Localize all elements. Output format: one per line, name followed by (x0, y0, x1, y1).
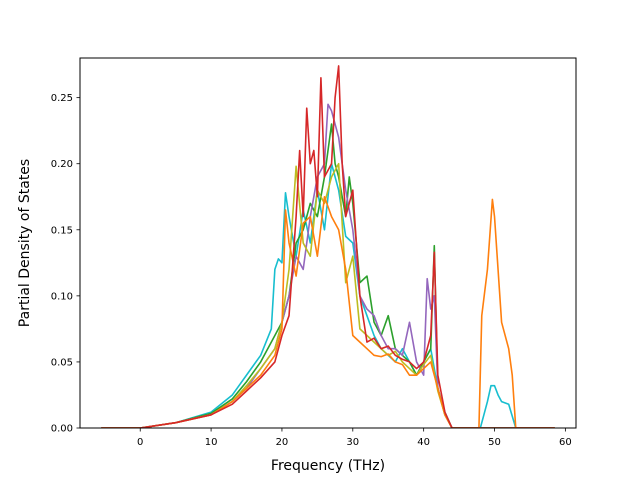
x-tick-label: 10 (205, 437, 218, 448)
y-axis: 0.00 0.05 0.10 0.15 0.20 0.25 (51, 93, 80, 435)
x-tick-label: 40 (417, 437, 430, 448)
series-line-6 (101, 65, 555, 428)
y-tick-label: 0.15 (51, 225, 73, 236)
y-tick-label: 0.25 (51, 93, 73, 104)
y-tick-label: 0.20 (51, 159, 73, 170)
series-layer (101, 65, 555, 428)
y-tick-label: 0.10 (51, 291, 73, 302)
x-axis: 0 10 20 30 40 50 60 (137, 428, 572, 448)
x-tick-label: 20 (276, 437, 289, 448)
plot-area (79, 57, 577, 429)
series-line-4 (101, 162, 555, 428)
series-line-1 (101, 162, 555, 428)
y-axis-label: Partial Density of States (17, 159, 33, 327)
x-tick-label: 60 (559, 437, 572, 448)
series-line-5 (101, 195, 555, 428)
x-axis-label: Frequency (THz) (271, 458, 385, 474)
plot-background (80, 58, 576, 428)
plot-frame (79, 57, 577, 429)
x-tick-label: 0 (137, 437, 143, 448)
x-tick-label: 50 (488, 437, 501, 448)
x-tick-label: 30 (346, 437, 359, 448)
y-tick-label: 0.00 (51, 424, 73, 435)
y-tick-label: 0.05 (51, 357, 73, 368)
